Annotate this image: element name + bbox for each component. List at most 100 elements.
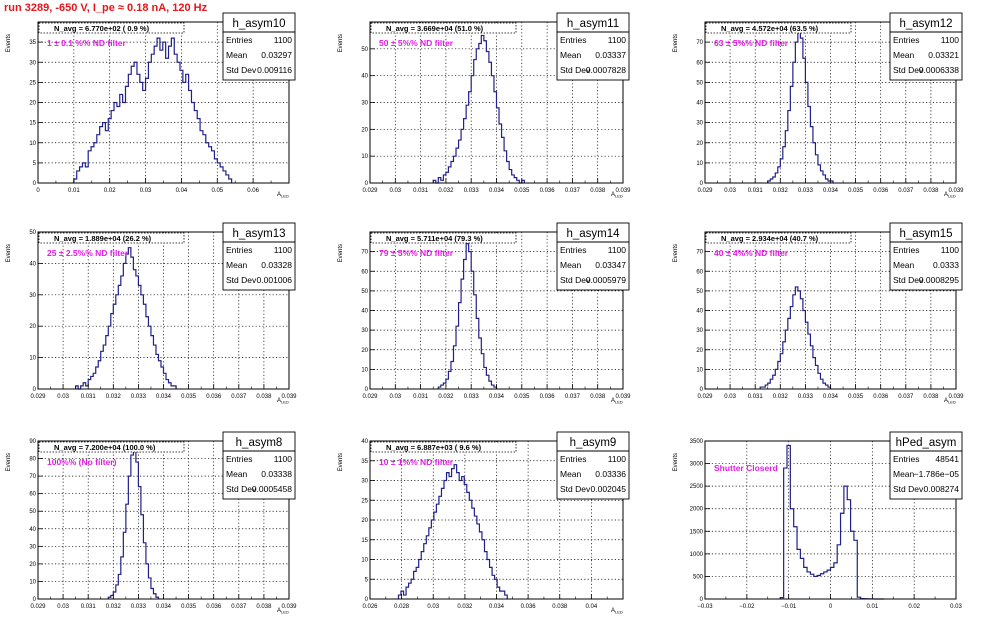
stats-label: Entries (560, 35, 586, 45)
stats-title: hPed_asym (896, 437, 957, 449)
x-tick-label: 0.05 (211, 188, 223, 194)
x-tick-label: 0.03 (140, 188, 152, 194)
filter-note: 25 ± 2.5%% ND filter (47, 248, 129, 258)
x-tick-label: 0.032 (106, 604, 122, 610)
y-tick-label: 80 (29, 457, 36, 463)
y-axis-title: Events (6, 244, 12, 262)
y-tick-label: 0 (700, 181, 704, 187)
x-tick-label: 0.03 (724, 188, 736, 194)
x-tick-label: 0.032 (773, 188, 789, 194)
histogram-panel: 0.029 0.03 0.031 0.032 0.033 0.034 0.035 0.036 0… (338, 12, 631, 199)
y-tick-label: 40 (361, 309, 368, 315)
stats-box (222, 12, 296, 81)
histogram-line (73, 37, 233, 183)
stats-label: Std Dev (893, 65, 924, 75)
x-axis-subscript: LED (948, 194, 956, 199)
y-tick-label: 70 (361, 250, 368, 256)
stats-title: h_asym15 (899, 228, 952, 240)
x-tick-label: 0.031 (413, 188, 429, 194)
x-tick-label: 0.036 (873, 394, 889, 400)
x-tick-label: 0.02 (104, 188, 116, 194)
y-tick-label: 90 (29, 439, 36, 445)
filter-note: 50 ± 5%% ND filter (379, 38, 454, 48)
x-tick-label: −0.03 (697, 604, 713, 610)
stats-title: h_asym10 (232, 18, 285, 30)
y-tick-label: 0 (700, 387, 704, 393)
stats-value: 0.002045 (591, 484, 627, 494)
stats-label: Mean (893, 260, 915, 270)
y-tick-label: 40 (361, 74, 368, 80)
x-tick-label: 0.033 (798, 188, 814, 194)
filter-note: 63 ± 5%% ND filter (714, 38, 789, 48)
x-tick-label: −0.02 (739, 604, 755, 610)
filter-note: 100%% (No filter) (47, 457, 117, 467)
x-tick-label: 0.034 (489, 604, 505, 610)
stats-label: Std Dev (560, 65, 591, 75)
histogram-panel: 0.029 0.03 0.031 0.032 0.033 0.034 0.035 0.036 0… (673, 222, 964, 405)
stats-value: 0.0007828 (586, 65, 626, 75)
navg-label: N_avg = 6.770e+02 ( 0.9 %) (54, 24, 150, 33)
x-tick-label: 0.036 (521, 604, 537, 610)
histogram-panel: 0.029 0.03 0.031 0.032 0.033 0.034 0.035 0.036 0… (338, 222, 631, 405)
filter-note: 10 ± 1%% ND filter (379, 457, 454, 467)
y-tick-label: 40 (29, 527, 36, 533)
stats-value: 1100 (274, 454, 293, 464)
y-tick-label: 0 (365, 387, 369, 393)
x-tick-label: 0.031 (81, 394, 97, 400)
stats-value: 0.03337 (595, 50, 626, 60)
x-tick-label: 0.031 (413, 394, 429, 400)
x-tick-label: 0.03 (427, 604, 439, 610)
y-tick-label: 35 (29, 40, 36, 46)
y-tick-label: 40 (29, 261, 36, 267)
x-tick-label: 0.036 (540, 188, 556, 194)
y-tick-label: 20 (29, 101, 36, 107)
stats-value: 48541 (935, 454, 959, 464)
x-tick-label: 0.031 (81, 604, 97, 610)
y-tick-label: 10 (696, 367, 703, 373)
y-tick-label: 0 (33, 181, 37, 187)
stats-label: Entries (893, 454, 919, 464)
stats-label: Entries (893, 35, 919, 45)
y-tick-label: 10 (361, 367, 368, 373)
y-tick-label: 40 (696, 101, 703, 107)
stats-value: 0.0008295 (919, 275, 959, 285)
y-tick-label: 50 (696, 80, 703, 86)
x-tick-label: 0.036 (540, 394, 556, 400)
y-tick-label: 40 (696, 309, 703, 315)
stats-value: 0.0333 (933, 260, 959, 270)
y-tick-label: 20 (696, 141, 703, 147)
y-tick-label: 15 (29, 121, 36, 127)
stats-label: Entries (560, 454, 586, 464)
x-tick-label: 0.032 (457, 604, 473, 610)
x-axis-subscript: LED (281, 400, 289, 405)
x-axis-title: ALED (944, 192, 956, 199)
stats-label: Std Dev (226, 65, 257, 75)
x-tick-label: 0.04 (176, 188, 188, 194)
stats-label: Entries (226, 454, 252, 464)
x-tick-label: 0.03 (950, 604, 962, 610)
x-tick-label: 0.039 (281, 394, 297, 400)
stats-value: 1100 (608, 35, 627, 45)
x-tick-label: 0.034 (489, 188, 505, 194)
histogram-panel: −0.03 −0.02 −0.01 0 0.01 0.02 0.03 0 500 1000 1500… (673, 431, 962, 610)
x-axis-title: ALED (611, 192, 623, 199)
histogram-panel: 0.029 0.03 0.031 0.032 0.033 0.034 0.035 0.036 0… (6, 222, 297, 405)
x-tick-label: 0.029 (30, 604, 46, 610)
y-tick-label: 30 (361, 479, 368, 485)
stats-value: 0.009116 (257, 65, 292, 75)
y-axis-title: Events (673, 34, 679, 52)
histogram-line (437, 243, 498, 389)
y-tick-label: 1500 (690, 529, 704, 535)
y-tick-label: 20 (696, 348, 703, 354)
navg-label: N_avg = 3.669e+04 (51.0 %) (386, 24, 484, 33)
x-tick-label: 0.032 (438, 394, 454, 400)
stats-label: Mean (226, 469, 248, 479)
stats-label: Mean (560, 469, 582, 479)
y-tick-label: 60 (696, 60, 703, 66)
stats-label: Mean (226, 50, 248, 60)
y-tick-label: 30 (29, 60, 36, 66)
y-tick-label: 0 (33, 387, 37, 393)
x-tick-label: 0.038 (923, 188, 939, 194)
x-tick-label: 0 (829, 604, 833, 610)
y-tick-label: 50 (696, 289, 703, 295)
